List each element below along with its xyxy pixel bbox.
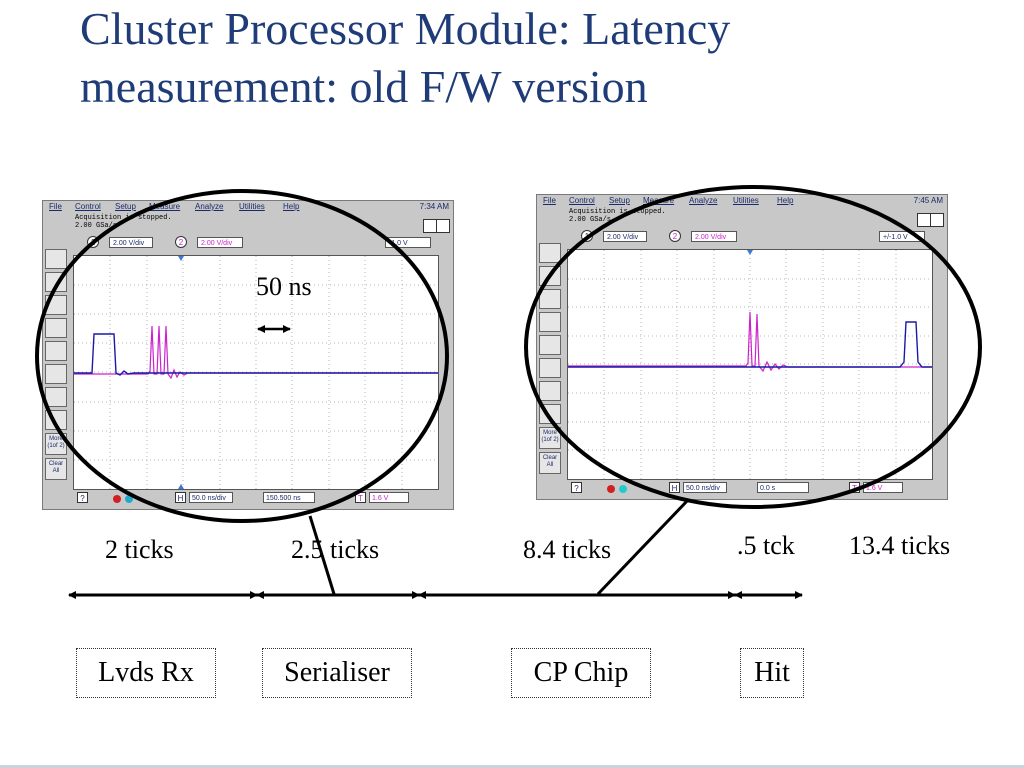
period-icon[interactable] (45, 341, 67, 361)
waveform-display (73, 255, 439, 490)
help-button[interactable]: ? (571, 482, 582, 493)
block-cp-chip: CP Chip (511, 648, 651, 698)
channel-1-scale[interactable]: 2.00 V/div (603, 231, 647, 242)
acquisition-status-line: Acquisition is stopped. (75, 214, 172, 222)
ch2-indicator-icon (125, 495, 133, 503)
period-icon[interactable] (539, 335, 561, 355)
block-hit: Hit (740, 648, 804, 698)
help-button[interactable]: ? (77, 492, 88, 503)
rising-edge-icon[interactable] (45, 249, 67, 269)
ch1-indicator-icon (113, 495, 121, 503)
waveform-display (567, 249, 933, 480)
waveform-graph (568, 250, 932, 479)
fall-time-icon[interactable] (539, 381, 561, 401)
acquisition-status: Acquisition is stopped. 2.00 GSa/s (75, 214, 172, 230)
scope-status-bar: ? H 50.0 ns/div 0.0 s T 1.6 V (537, 482, 947, 499)
pulse-width-neg-icon[interactable] (539, 312, 561, 332)
more-button[interactable]: More (1of 2) (539, 427, 561, 449)
pulse-width-icon[interactable] (539, 289, 561, 309)
scope-menu-bar: File Control Setup Measure Analyze Utili… (43, 201, 453, 213)
menu-control[interactable]: Control (569, 196, 595, 205)
trigger-value[interactable]: 1.6 V (369, 492, 409, 503)
trigger-marker-top (178, 256, 184, 261)
more-button[interactable]: More (1of 2) (45, 433, 67, 455)
acquisition-status-line: Acquisition is stopped. (569, 208, 666, 216)
right-connector-line (596, 498, 690, 596)
pulse-width-neg-icon[interactable] (45, 318, 67, 338)
horizontal-scale[interactable]: 50.0 ns/div (189, 492, 233, 503)
channel-2-icon[interactable]: 2 (175, 236, 187, 248)
scope-clock: 7:45 AM (913, 196, 943, 205)
rising-edge-icon[interactable] (539, 243, 561, 263)
clear-all-button[interactable]: Clear All (539, 452, 561, 474)
trigger-marker-bottom (178, 484, 184, 489)
horizontal-icon[interactable]: H (175, 492, 186, 503)
trigger-level[interactable]: +/-1.0 V (879, 231, 925, 242)
sample-rate: 2.00 GSa/s (569, 216, 612, 224)
channel-1-trace (74, 333, 438, 376)
scope-clock: 7:34 AM (419, 202, 449, 211)
menu-control[interactable]: Control (75, 202, 101, 211)
left-connector-line (308, 515, 336, 595)
channel-1-trace (568, 321, 932, 368)
tick-label-cp-chip: 8.4 ticks (523, 535, 612, 564)
tick-label-hit: .5 tck (737, 531, 795, 560)
menu-help[interactable]: Help (283, 202, 300, 211)
channel-1-scale[interactable]: 2.00 V/div (109, 237, 153, 248)
trigger-level[interactable]: -1.0 V (385, 237, 431, 248)
grid-lines (568, 250, 932, 479)
horizontal-icon[interactable]: H (669, 482, 680, 493)
acquisition-status: Acquisition is stopped. 2.00 GSa/s (569, 208, 666, 224)
horizontal-delay[interactable]: 150.500 ns (263, 492, 315, 503)
waveform-graph (74, 256, 438, 489)
rise-time-icon[interactable] (539, 358, 561, 378)
horizontal-delay[interactable]: 0.0 s (757, 482, 809, 493)
menu-help[interactable]: Help (777, 196, 794, 205)
left-highlight-ellipse (35, 189, 449, 523)
menu-setup[interactable]: Setup (115, 202, 136, 211)
sample-rate: 2.00 GSa/s (75, 222, 118, 230)
channel-2-scale[interactable]: 2.00 V/div (197, 237, 243, 248)
print-icon[interactable] (930, 213, 944, 227)
fifty-ns-label: 50 ns (256, 272, 312, 301)
menu-analyze[interactable]: Analyze (689, 196, 718, 205)
channel-2-icon[interactable]: 2 (669, 230, 681, 242)
scope-status-bar: ? H 50.0 ns/div 150.500 ns T 1.6 V (43, 492, 453, 509)
horizontal-scale[interactable]: 50.0 ns/div (683, 482, 727, 493)
clear-all-button[interactable]: Clear All (45, 458, 67, 480)
menu-utilities[interactable]: Utilities (733, 196, 759, 205)
menu-file[interactable]: File (49, 202, 62, 211)
ch1-indicator-icon (607, 485, 615, 493)
slide-title: Cluster Processor Module: Latency measur… (80, 3, 731, 112)
tick-label-total: 13.4 ticks (849, 531, 951, 560)
menu-measure[interactable]: Measure (149, 202, 181, 211)
right-highlight-ellipse (524, 185, 982, 509)
ch2-indicator-icon (619, 485, 627, 493)
tick-label-lvds: 2 ticks (105, 535, 174, 564)
tick-label-serialiser: 2.5 ticks (291, 535, 380, 564)
block-serialiser: Serialiser (262, 648, 412, 698)
footer-rule (0, 765, 1024, 768)
menu-file[interactable]: File (543, 196, 556, 205)
menu-analyze[interactable]: Analyze (195, 202, 224, 211)
trigger-marker-top (747, 250, 753, 255)
print-icon[interactable] (436, 219, 450, 233)
menu-setup[interactable]: Setup (609, 196, 630, 205)
channel-2-scale[interactable]: 2.00 V/div (691, 231, 737, 242)
scope-screenshot-left: File Control Setup Measure Analyze Utili… (42, 200, 454, 510)
menu-utilities[interactable]: Utilities (239, 202, 265, 211)
rise-time-icon[interactable] (45, 364, 67, 384)
block-lvds-rx: Lvds Rx (76, 648, 216, 698)
